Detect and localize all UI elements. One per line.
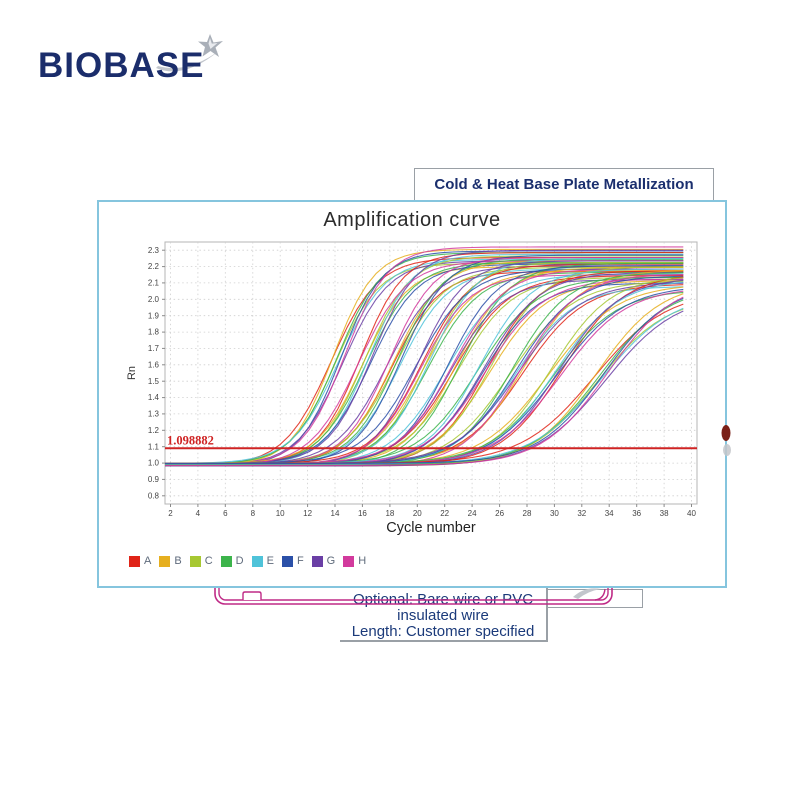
legend-swatch-icon	[129, 555, 140, 567]
svg-text:16: 16	[358, 509, 367, 518]
amplification-chart: 2 4 6 8 10 12 14 16 18 20 22 24 26 28 30 32 34 36 38 400.80…	[126, 241, 698, 536]
legend-label: E	[266, 555, 274, 567]
legend-item-H: H	[343, 555, 366, 567]
legend-label: F	[296, 555, 304, 567]
svg-text:1.5: 1.5	[148, 377, 160, 386]
svg-text:22: 22	[440, 509, 449, 518]
legend-item-D: D	[220, 555, 244, 567]
svg-text:2.1: 2.1	[148, 279, 160, 288]
svg-text:1.6: 1.6	[148, 360, 160, 369]
legend-swatch-icon	[220, 555, 232, 567]
svg-text:1.0: 1.0	[148, 459, 160, 468]
legend-label: A	[144, 555, 152, 567]
legend-label: G	[326, 555, 336, 567]
svg-text:2.3: 2.3	[148, 246, 160, 255]
logo-art	[156, 34, 223, 72]
legend-item-C: C	[189, 555, 213, 567]
annotation-line-3: Length: Customer specified	[351, 623, 535, 640]
legend-swatch-icon	[311, 555, 323, 567]
svg-text:32: 32	[577, 509, 586, 518]
biobase-logo: BIOBASE	[36, 30, 226, 94]
edge-artifact	[721, 425, 731, 456]
annotation-text-box: Optional: Bare wire or PVC insulated wir…	[340, 586, 548, 642]
legend-label: H	[358, 555, 367, 567]
svg-text:1.3: 1.3	[148, 410, 160, 419]
legend-swatch-icon	[281, 555, 293, 567]
svg-text:1.7: 1.7	[148, 344, 160, 353]
legend-item-G: G	[311, 555, 336, 567]
edge-artifact-gray	[723, 444, 731, 456]
svg-text:1.9: 1.9	[148, 311, 160, 320]
svg-text:26: 26	[495, 509, 504, 518]
legend-item-F: F	[281, 555, 304, 567]
svg-text:2: 2	[168, 509, 173, 518]
chart-legend: A B C D E F G H	[129, 554, 374, 568]
svg-text:0.8: 0.8	[148, 491, 160, 500]
svg-text:30: 30	[550, 509, 559, 518]
svg-text:1.8: 1.8	[148, 328, 160, 337]
svg-text:10: 10	[276, 509, 285, 518]
svg-text:14: 14	[331, 509, 340, 518]
svg-text:0.9: 0.9	[148, 475, 160, 484]
svg-text:20: 20	[413, 509, 422, 518]
svg-text:4: 4	[196, 509, 201, 518]
svg-text:18: 18	[385, 509, 394, 518]
logo-star-highlight	[208, 38, 218, 49]
plate-curl	[594, 588, 606, 601]
svg-text:34: 34	[605, 509, 614, 518]
svg-text:12: 12	[303, 509, 312, 518]
svg-text:Rn: Rn	[126, 366, 138, 380]
svg-text:1.2: 1.2	[148, 426, 160, 435]
svg-text:1.4: 1.4	[148, 393, 160, 402]
legend-label: C	[204, 555, 213, 567]
plate-swoosh-icon	[573, 588, 601, 599]
legend-swatch-icon	[189, 555, 201, 567]
plate-notch-left	[242, 591, 262, 600]
svg-text:24: 24	[468, 509, 477, 518]
svg-text:2.0: 2.0	[148, 295, 160, 304]
svg-text:8: 8	[251, 509, 256, 518]
chart-title: Amplification curve	[323, 209, 501, 231]
svg-text:Cycle number: Cycle number	[386, 520, 476, 536]
legend-item-A: A	[129, 555, 151, 567]
annotation-line-2: insulated wire	[397, 607, 489, 624]
legend-item-B: B	[159, 555, 182, 567]
legend-item-E: E	[251, 555, 274, 567]
svg-text:38: 38	[660, 509, 669, 518]
svg-text:28: 28	[523, 509, 532, 518]
legend-swatch-icon	[251, 555, 263, 567]
callout-label: Cold & Heat Base Plate Metallization	[414, 168, 714, 200]
svg-text:1.1: 1.1	[148, 442, 160, 451]
legend-swatch-icon	[159, 555, 171, 567]
legend-label: D	[235, 555, 244, 567]
svg-text:1.098882: 1.098882	[167, 433, 214, 447]
chart-panel: Amplification curve 2 4 6 8 10 12 14 16 18 20 22 24…	[97, 200, 727, 588]
svg-text:6: 6	[223, 509, 228, 518]
logo-wordmark: BIOBASE	[38, 46, 205, 85]
edge-artifact-dark	[721, 425, 731, 441]
legend-label: B	[174, 555, 182, 567]
svg-text:40: 40	[687, 509, 696, 518]
svg-text:36: 36	[632, 509, 641, 518]
logo-swoosh-icon	[156, 50, 220, 72]
svg-text:2.2: 2.2	[148, 262, 160, 271]
legend-swatch-icon	[343, 555, 355, 567]
